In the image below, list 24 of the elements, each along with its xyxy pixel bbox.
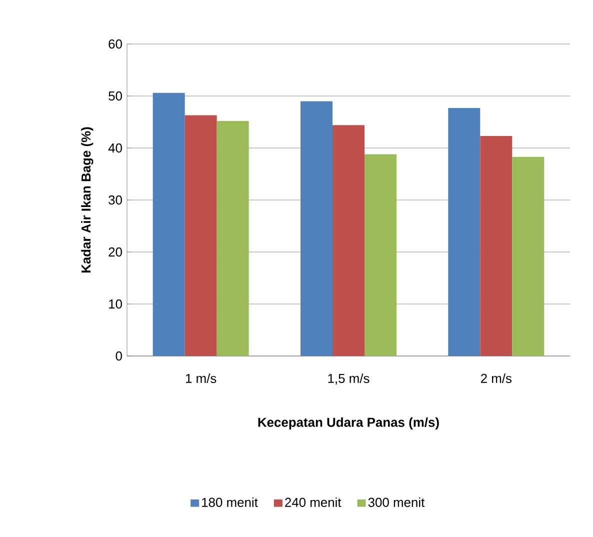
y-tick-label: 30: [108, 195, 122, 205]
bar: [300, 101, 333, 356]
legend-label: 180 menit: [202, 497, 258, 507]
x-tick-label: 1 m/s: [186, 374, 216, 384]
y-axis-title: Kadar Air Ikan Bage (%): [81, 127, 94, 273]
x-tick-label: 2 m/s: [480, 374, 512, 384]
y-tick-label: 50: [108, 91, 122, 101]
bar: [152, 92, 185, 356]
y-tick-label: 40: [108, 143, 122, 153]
y-tick-label: 0: [116, 351, 122, 361]
bar: [480, 136, 512, 356]
bar: [364, 154, 397, 356]
bar: [332, 125, 365, 356]
x-tick-label: 1,5 m/s: [328, 374, 370, 385]
bar: [512, 156, 544, 356]
y-tick-label: 10: [109, 299, 122, 309]
bar: [216, 120, 249, 356]
bar: [448, 108, 480, 356]
x-axis-title: Kecepatan Udara Panas (m/s): [258, 417, 439, 430]
legend-label: 240 menit: [285, 497, 342, 507]
y-tick-label: 60: [108, 39, 122, 49]
y-tick-label: 20: [108, 247, 122, 257]
legend-label: 300 menit: [368, 497, 425, 507]
bar: [184, 115, 217, 356]
